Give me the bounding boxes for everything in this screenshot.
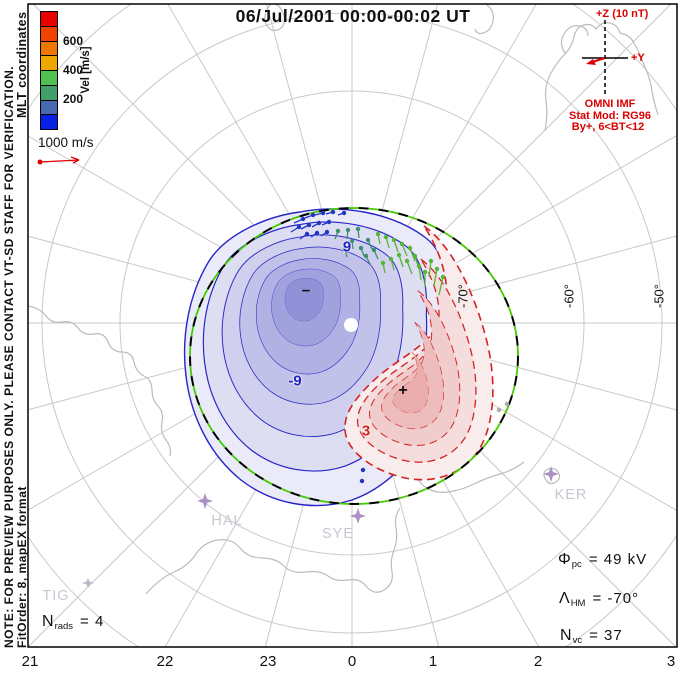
mlt-label-0: 0 — [347, 653, 357, 670]
contour-label-neg-bottom: -9 — [288, 372, 302, 390]
hm-boundary-latitude: Λ HM = -70° — [559, 590, 640, 609]
preview-disclaimer-note: NOTE: FOR PREVIEW PURPOSES ONLY. PLEASE … — [2, 65, 16, 648]
positive-cell-center-marker: + — [398, 382, 408, 399]
reference-vector-arrow — [37, 156, 80, 165]
pole-marker-dot — [344, 318, 358, 332]
station-label-tig: TIG — [42, 588, 70, 604]
coordinate-system-label: MLT coordinates — [15, 11, 29, 118]
contour-label-neg-top: 9 — [342, 238, 352, 256]
colorbar-tick-200: 200 — [63, 92, 84, 106]
station-label-ker: KER — [554, 487, 588, 503]
lambda-symbol: Λ — [559, 590, 570, 607]
mlt-label-23: 23 — [259, 653, 277, 670]
station-label-hal: HAL — [211, 513, 243, 529]
imf-z-axis-label: +Z (10 nT) — [596, 8, 649, 20]
colorbar-tick-400: 400 — [63, 63, 84, 77]
station-star-hal — [197, 493, 213, 509]
imf-source-label: OMNI IMF — [584, 98, 636, 110]
hm-boundary-green — [189, 207, 519, 505]
imf-condition-label: By+, 6<BT<12 — [571, 121, 645, 133]
n-symbol: N — [42, 613, 54, 630]
mlt-label-2: 2 — [533, 653, 543, 670]
station-star-sye — [350, 508, 366, 524]
mlt-label-3: 3 — [666, 653, 676, 670]
lat-label-70: -70° — [455, 284, 471, 308]
n-symbol: N — [560, 627, 572, 644]
imf-model-label: Stat Mod: RG96 — [569, 110, 651, 122]
mlt-label-21: 21 — [21, 653, 39, 670]
coastlines — [28, 4, 659, 595]
station-star-ker — [543, 466, 559, 482]
hm-boundary-black — [189, 207, 519, 505]
imf-y-axis-label: +Y — [631, 52, 645, 64]
reference-vector-label: 1000 m/s — [38, 135, 94, 150]
mlt-label-1: 1 — [428, 653, 438, 670]
plot-title: 06/Jul/2001 00:00-00:02 UT — [235, 6, 471, 26]
plot-frame — [27, 3, 678, 648]
mlt-label-22: 22 — [156, 653, 174, 670]
lat-label-60: -60° — [561, 284, 577, 308]
station-star-tig — [82, 578, 94, 588]
colorbar-tick-600: 600 — [63, 34, 84, 48]
negative-cell-center-marker: − — [301, 282, 311, 300]
colorbar-title: Vel [m/s] — [80, 46, 92, 94]
imf-dial — [582, 20, 628, 96]
phi-symbol: Φ — [558, 551, 571, 568]
velocity-vectors — [290, 209, 510, 484]
velocity-colorbar — [40, 11, 58, 130]
contour-label-pos-bottom: 3 — [361, 422, 371, 440]
station-markers — [82, 466, 559, 588]
station-label-sye: SYE — [321, 526, 355, 542]
fit-order-note: FitOrder: 8, mapEX format — [15, 486, 29, 648]
lat-label-50: -50° — [651, 284, 667, 308]
